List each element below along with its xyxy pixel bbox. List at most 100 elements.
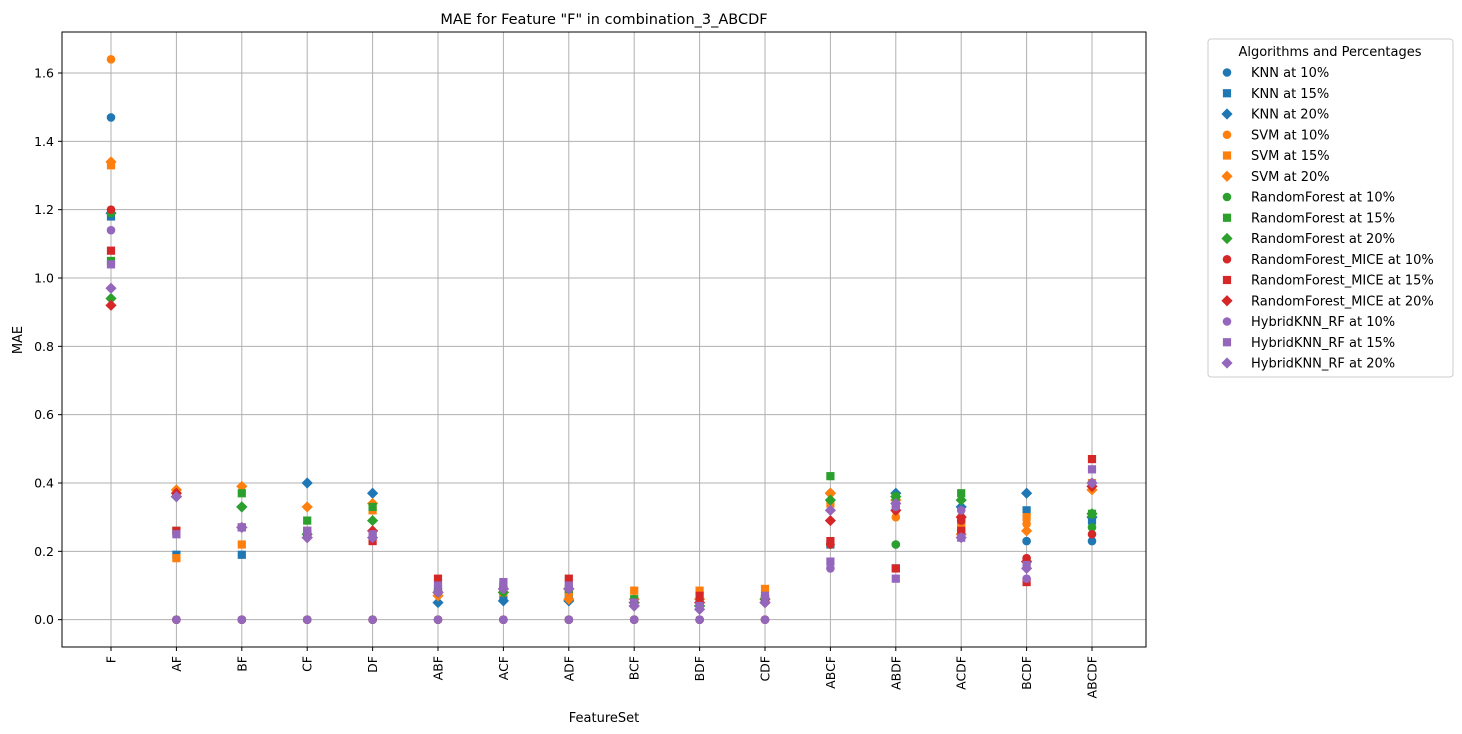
data-point (432, 596, 444, 609)
x-tick-label: ABDF (888, 656, 903, 690)
legend-marker (1222, 68, 1232, 77)
data-point (824, 487, 836, 499)
data-point (303, 526, 312, 535)
legend-marker (1222, 254, 1232, 264)
data-point (628, 600, 640, 612)
data-point (826, 564, 835, 573)
legend-marker (1222, 275, 1232, 285)
y-tick-label: 1.0 (34, 271, 54, 286)
legend-marker (1221, 295, 1233, 307)
data-point (760, 591, 770, 600)
data-point (105, 156, 117, 168)
legend-marker (1222, 317, 1232, 326)
x-tick-label: ABCF (823, 656, 838, 689)
x-tick-label: F (104, 656, 119, 663)
legend-marker (1222, 89, 1232, 98)
data-point (955, 532, 967, 544)
x-tick-label: ABF (431, 656, 446, 680)
data-point (760, 615, 770, 624)
data-point (105, 282, 117, 294)
data-point (106, 260, 116, 269)
data-point (367, 514, 379, 527)
x-tick-label: BF (234, 656, 249, 672)
data-point (497, 583, 509, 595)
legend-marker (1222, 151, 1232, 160)
data-point (760, 584, 770, 594)
x-tick-label: CF (300, 656, 315, 672)
data-point (630, 586, 639, 595)
data-point (1022, 513, 1031, 522)
data-point (237, 540, 246, 549)
data-point (367, 487, 379, 499)
legend-frame (1207, 38, 1454, 378)
data-point (891, 512, 901, 522)
data-point (1087, 536, 1097, 546)
data-point (563, 583, 575, 595)
legend-label: HybridKNN_RF at 10% (1251, 315, 1395, 330)
legend-label: RandomForest at 15% (1251, 211, 1395, 226)
y-axis-label: MAE (11, 326, 26, 354)
legend-title: Algorithms and Percentages (1238, 45, 1421, 60)
legend-label: RandomForest_MICE at 10% (1251, 253, 1434, 268)
y-tick-label: 0.4 (34, 476, 54, 491)
x-tick-label: ADF (561, 656, 576, 681)
data-point (890, 491, 902, 503)
legend-label: SVM at 15% (1251, 149, 1330, 164)
data-point (891, 564, 900, 573)
data-point (106, 246, 116, 255)
data-point (759, 596, 771, 609)
data-point (301, 477, 313, 489)
data-point (955, 494, 967, 506)
data-point (891, 574, 900, 583)
data-point (236, 521, 248, 534)
data-point (236, 480, 248, 493)
data-point (301, 501, 313, 513)
data-points (105, 55, 1098, 624)
legend-marker (1221, 357, 1233, 369)
data-point (1087, 529, 1097, 539)
chart-title: MAE for Feature "F" in combination_3_ABC… (440, 12, 767, 28)
data-point (826, 557, 835, 566)
data-point (303, 516, 312, 525)
data-point (432, 586, 444, 598)
x-tick-label: DF (365, 656, 380, 673)
x-tick-label: ABCDF (1085, 656, 1100, 698)
y-tick-label: 1.2 (34, 202, 54, 217)
data-point (890, 497, 902, 510)
plot-frame (61, 31, 1147, 648)
legend-label: RandomForest at 10% (1251, 191, 1395, 206)
legend-label: RandomForest at 20% (1251, 232, 1395, 247)
data-point (499, 577, 508, 587)
y-tick-label: 0.0 (34, 612, 54, 627)
data-point (957, 526, 966, 535)
data-point (172, 530, 181, 539)
x-tick-label: BCF (627, 656, 642, 680)
data-point (433, 615, 443, 624)
data-point (824, 494, 836, 506)
data-point (629, 615, 639, 624)
data-point (1021, 525, 1033, 537)
x-axis-label: FeatureSet (569, 711, 639, 726)
legend-marker (1222, 192, 1232, 202)
legend-marker (1221, 232, 1233, 245)
data-point (1022, 536, 1031, 546)
legend-label: SVM at 10% (1251, 128, 1330, 143)
data-point (237, 550, 246, 559)
legend-marker (1222, 338, 1232, 347)
data-point (497, 595, 509, 607)
data-point (433, 574, 443, 583)
legend-marker (1222, 130, 1232, 140)
x-tick-label: BDF (692, 656, 707, 681)
data-point (826, 536, 835, 546)
data-point (957, 489, 966, 498)
data-point (237, 489, 246, 498)
legend-label: KNN at 15% (1251, 87, 1329, 102)
data-point (237, 615, 247, 624)
data-point (564, 615, 574, 624)
x-tick-label: AF (169, 656, 184, 672)
legend-marker (1221, 108, 1233, 120)
data-point (563, 593, 575, 605)
legend-label: KNN at 10% (1251, 66, 1329, 81)
legend-marker (1221, 170, 1233, 182)
